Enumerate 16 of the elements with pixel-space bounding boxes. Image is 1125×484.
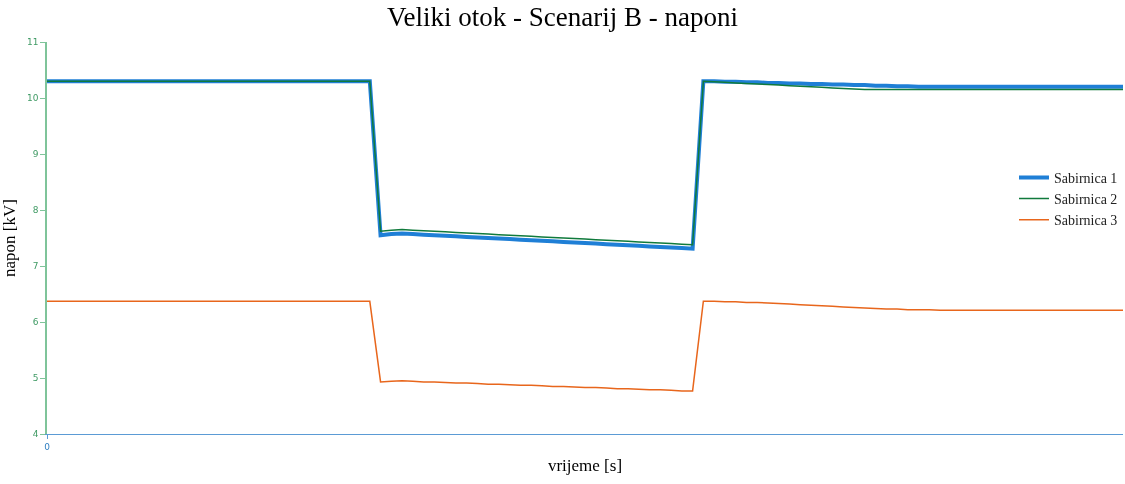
y-tick-label: 8 <box>32 205 39 216</box>
legend-label: Sabirnica 2 <box>1054 192 1118 208</box>
line-series <box>47 300 1123 392</box>
y-tick-label: 10 <box>27 93 39 104</box>
y-axis-title: napon [kV] <box>0 199 19 277</box>
x-tick-label: 0 <box>44 441 51 452</box>
chart-title: Veliki otok - Scenarij B - naponi <box>387 2 738 33</box>
x-axis-title: vrijeme [s] <box>547 456 623 476</box>
y-tick-label: 5 <box>32 373 39 384</box>
y-tick-label: 11 <box>27 37 39 48</box>
legend-label: Sabirnica 1 <box>1054 170 1118 186</box>
legend-label: Sabirnica 3 <box>1054 213 1118 229</box>
y-tick-label: 4 <box>32 429 39 440</box>
y-tick-label: 6 <box>32 317 39 328</box>
y-tick-label: 7 <box>32 261 39 272</box>
y-tick-label: 9 <box>32 149 39 160</box>
